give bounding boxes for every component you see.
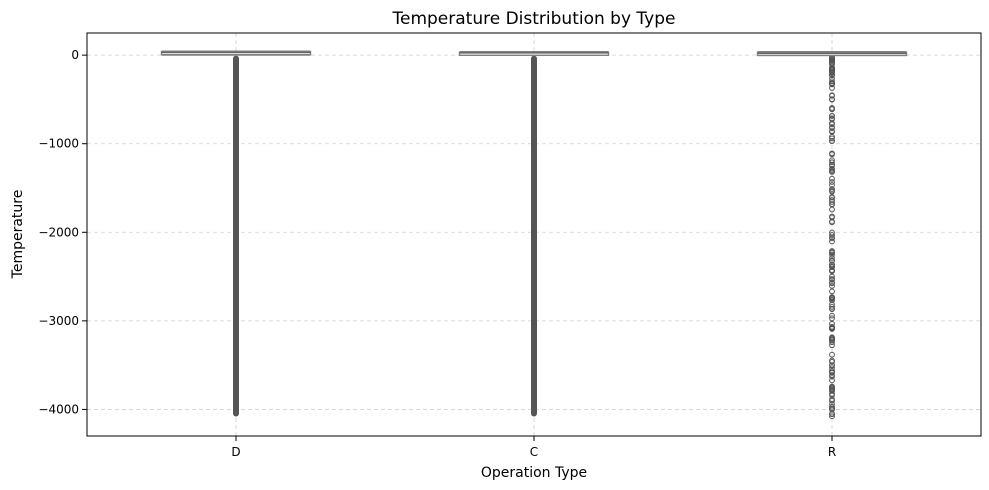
outlier-point — [829, 85, 835, 91]
outlier-point — [829, 179, 835, 185]
outlier-point — [829, 396, 835, 403]
outlier-point — [829, 138, 835, 144]
outlier-point — [829, 312, 835, 319]
outlier-point — [829, 57, 835, 64]
outlier-point — [829, 125, 835, 131]
outlier-point — [829, 403, 835, 410]
y-tick-label: −3000 — [38, 314, 79, 328]
outlier-point — [829, 188, 835, 195]
outlier-point — [829, 255, 835, 261]
outlier-point — [829, 351, 835, 358]
outlier-point — [829, 368, 835, 375]
outlier-point — [829, 151, 835, 158]
outlier-point — [829, 168, 835, 175]
outlier-point — [829, 294, 835, 301]
outlier-point — [829, 105, 835, 111]
outlier-point — [829, 267, 835, 274]
outlier-point — [829, 288, 835, 295]
y-tick-label: −4000 — [38, 402, 79, 416]
outlier-point — [829, 133, 835, 140]
outlier-point — [829, 112, 835, 119]
outlier-point — [829, 92, 835, 99]
outlier-point — [829, 72, 835, 79]
outlier-point — [829, 279, 835, 286]
outlier-point — [829, 232, 835, 238]
box-D — [160, 50, 312, 417]
y-tick-label: 0 — [71, 48, 79, 62]
outlier-point — [829, 320, 835, 327]
outlier-point — [829, 388, 835, 394]
y-tick-label: −1000 — [38, 137, 79, 151]
outlier-point — [829, 159, 835, 166]
outlier-point — [829, 365, 835, 372]
outlier-point — [829, 81, 835, 88]
outlier-point — [829, 359, 835, 365]
x-tick-label: D — [231, 445, 240, 459]
outlier-point — [829, 258, 835, 264]
outlier-point — [829, 410, 835, 417]
outlier-point — [829, 373, 835, 380]
outlier-point — [829, 68, 835, 75]
outlier-point — [829, 251, 835, 258]
outlier-point — [829, 339, 835, 346]
x-tick-label: R — [828, 445, 836, 459]
outliers-band — [531, 55, 537, 417]
outlier-point — [829, 162, 835, 169]
y-axis: 0 −1000 −2000 −3000 −4000 — [38, 48, 87, 416]
outlier-point — [829, 413, 835, 420]
outlier-point — [829, 128, 835, 135]
outlier-point — [829, 65, 835, 72]
outlier-point — [829, 78, 835, 85]
outlier-point — [829, 218, 835, 225]
box-C — [458, 50, 610, 417]
outlier-point — [829, 273, 835, 280]
outlier-point — [829, 165, 835, 172]
outlier-point — [829, 324, 835, 331]
outlier-point — [829, 248, 835, 254]
x-tick-label: C — [530, 445, 538, 459]
outlier-point — [829, 96, 835, 103]
outlier-point — [829, 283, 835, 289]
outlier-point — [829, 315, 835, 322]
outlier-point — [829, 234, 835, 241]
outlier-point — [829, 301, 835, 308]
x-axis-label: Operation Type — [481, 465, 587, 481]
outlier-point — [829, 182, 835, 188]
outlier-point — [829, 121, 835, 128]
outlier-point — [829, 304, 835, 310]
outlier-point — [829, 276, 835, 282]
outlier-point — [829, 261, 835, 268]
outlier-point — [829, 337, 835, 344]
outlier-point — [829, 263, 835, 270]
outlier-point — [829, 406, 835, 413]
y-tick-label: −2000 — [38, 225, 79, 239]
boxes — [160, 50, 908, 420]
outlier-point — [829, 297, 835, 304]
outlier-point — [829, 175, 835, 182]
outlier-point — [829, 201, 835, 208]
outlier-point — [829, 214, 835, 221]
outlier-point — [829, 186, 835, 192]
outlier-point — [829, 377, 835, 384]
y-axis-label: Temperature — [10, 190, 26, 280]
outlier-point — [829, 238, 835, 245]
outlier-point — [829, 115, 835, 122]
outliers-band — [233, 55, 239, 417]
outlier-point — [829, 390, 835, 397]
box-R — [756, 50, 908, 420]
chart-title: Temperature Distribution by Type — [392, 9, 676, 29]
outlier-point — [829, 335, 835, 341]
